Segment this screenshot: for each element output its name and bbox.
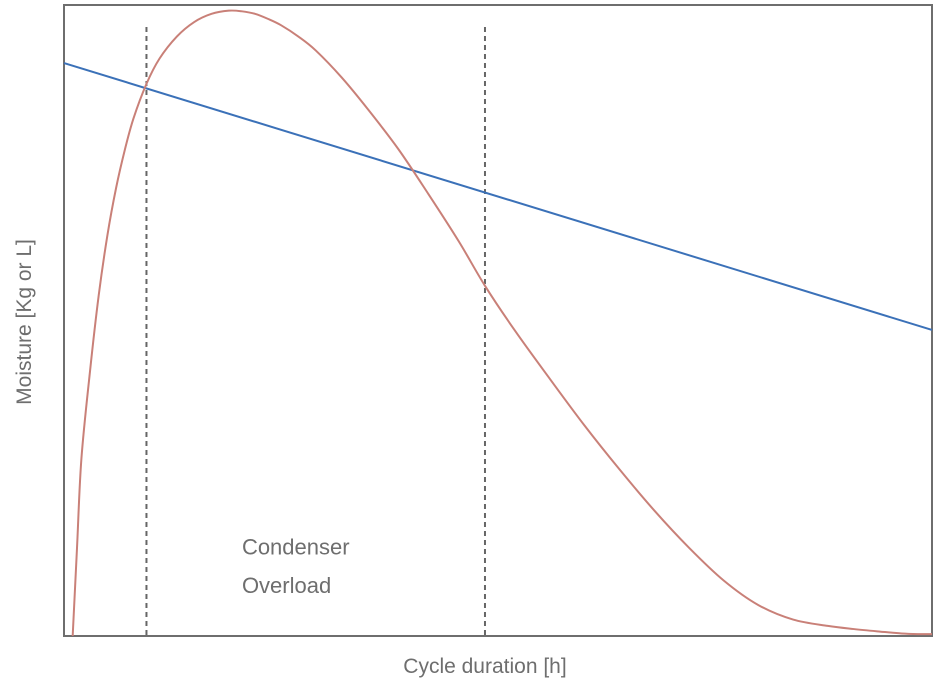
y-axis-label: Moisture [Kg or L] xyxy=(13,239,36,405)
x-axis-label: Cycle duration [h] xyxy=(403,655,566,678)
guide-lines xyxy=(145,27,486,636)
series-group xyxy=(63,9,933,637)
annotation-1: Condenser xyxy=(242,535,350,560)
series-line-1 xyxy=(63,62,933,331)
series-line-2 xyxy=(71,9,933,637)
annotation-2: Overload xyxy=(242,573,331,598)
annotations: Condenser Overload xyxy=(242,535,350,598)
plot-frame xyxy=(63,4,933,637)
